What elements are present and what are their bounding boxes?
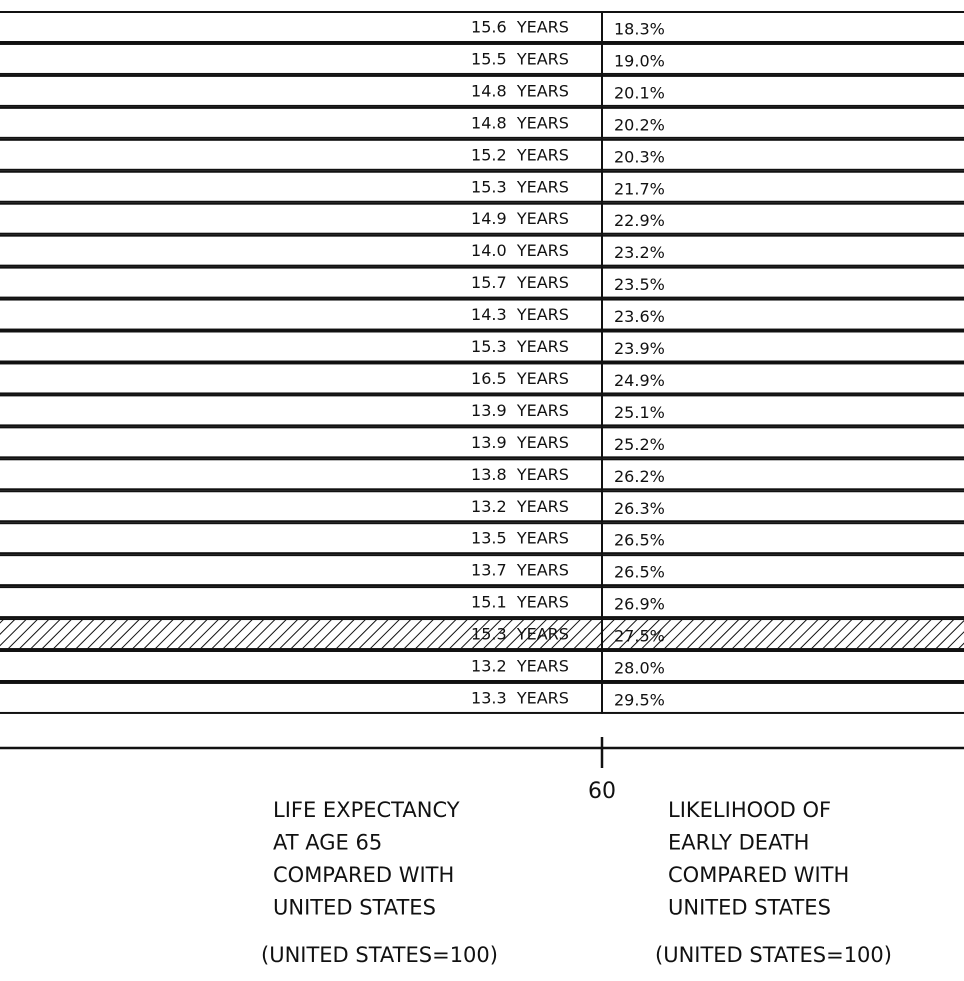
bar-label: 14.9 YEARS: [471, 209, 569, 228]
bar: [601, 202, 964, 235]
bar-label: 26.5%: [614, 531, 665, 550]
bar: [601, 650, 964, 682]
bar: [601, 362, 964, 395]
bar-label: 13.2 YEARS: [471, 657, 569, 676]
x-tick-label: 60: [588, 779, 616, 804]
bar-label: 15.1 YEARS: [471, 593, 569, 612]
bar: [601, 522, 964, 555]
bar: [601, 234, 964, 267]
x-axis-note: (UNITED STATES=100): [261, 943, 498, 967]
bar-label: 15.3 YEARS: [471, 337, 569, 356]
bar: [601, 42, 964, 75]
bar: [601, 426, 964, 459]
bar-label: 20.1%: [614, 83, 665, 102]
bar-label: 15.7 YEARS: [471, 273, 569, 292]
bar-label: 13.9 YEARS: [471, 433, 569, 452]
bar: [601, 138, 964, 171]
bar-label: 13.9 YEARS: [471, 401, 569, 420]
bar-label: 26.2%: [614, 467, 665, 486]
bar: [601, 586, 964, 619]
bar: [601, 11, 964, 43]
bar-label: 13.5 YEARS: [471, 529, 569, 548]
bar-label: 14.3 YEARS: [471, 305, 569, 324]
x-axis-title: UNITED STATES: [273, 896, 436, 920]
bar-label: 24.9%: [614, 371, 665, 390]
bar: [0, 650, 603, 682]
bar: [0, 522, 603, 555]
bar-label: 26.3%: [614, 499, 665, 518]
x-axis-title: COMPARED WITH: [273, 863, 454, 887]
x-axis-title: LIFE EXPECTANCY: [273, 798, 460, 822]
bar-label: 15.6 YEARS: [471, 18, 569, 37]
x2-axis-title: EARLY DEATH: [668, 831, 809, 855]
bar-label: 15.3 YEARS: [471, 177, 569, 196]
bar-label: 13.2 YEARS: [471, 497, 569, 516]
bar-label: 16.5 YEARS: [471, 369, 569, 388]
bar-label: 22.9%: [614, 211, 665, 230]
bar-label: 18.3%: [614, 20, 665, 39]
bar: [601, 681, 964, 714]
bar-label: 13.8 YEARS: [471, 465, 569, 484]
bar: [601, 330, 964, 363]
bar: [601, 106, 964, 139]
bar-label: 14.8 YEARS: [471, 81, 569, 100]
bar-label: 13.3 YEARS: [471, 688, 569, 707]
x2-axis-title: LIKELIHOOD OF: [668, 798, 831, 822]
bar: [601, 618, 964, 651]
x-axis-title: AT AGE 65: [273, 831, 382, 855]
bar: [0, 586, 603, 619]
bar-label: 23.5%: [614, 275, 665, 294]
x2-axis-title: UNITED STATES: [668, 896, 831, 920]
bar-label: 15.3 YEARS: [471, 625, 569, 644]
bar: [601, 170, 964, 203]
bar-label: 26.9%: [614, 595, 665, 614]
bar-label: 21.7%: [614, 179, 665, 198]
bar-label: 23.6%: [614, 307, 665, 326]
bar-label: 26.5%: [614, 563, 665, 582]
bar: [601, 554, 964, 587]
bar: [601, 74, 964, 107]
bar: [0, 554, 603, 587]
bar-label: 20.3%: [614, 147, 665, 166]
bar: [601, 458, 964, 491]
bar-label: 25.1%: [614, 403, 665, 422]
bar-label: 29.5%: [614, 690, 665, 709]
bar-label: 13.7 YEARS: [471, 561, 569, 580]
bar-label: 28.0%: [614, 659, 665, 678]
bar-label: 14.8 YEARS: [471, 113, 569, 132]
bar: [601, 266, 964, 299]
bar-label: 27.5%: [614, 627, 665, 646]
bar: [601, 394, 964, 427]
bar-label: 19.0%: [614, 51, 665, 70]
bar-label: 23.2%: [614, 243, 665, 262]
bar-label: 14.0 YEARS: [471, 241, 569, 260]
x2-axis-note: (UNITED STATES=100): [655, 943, 892, 967]
bar-label: 15.5 YEARS: [471, 49, 569, 68]
bar: [601, 490, 964, 523]
x2-axis-title: COMPARED WITH: [668, 863, 849, 887]
bar-label: 20.2%: [614, 115, 665, 134]
bar-label: 25.2%: [614, 435, 665, 454]
bar-label: 15.2 YEARS: [471, 145, 569, 164]
bar: [601, 298, 964, 331]
bar-label: 23.9%: [614, 339, 665, 358]
